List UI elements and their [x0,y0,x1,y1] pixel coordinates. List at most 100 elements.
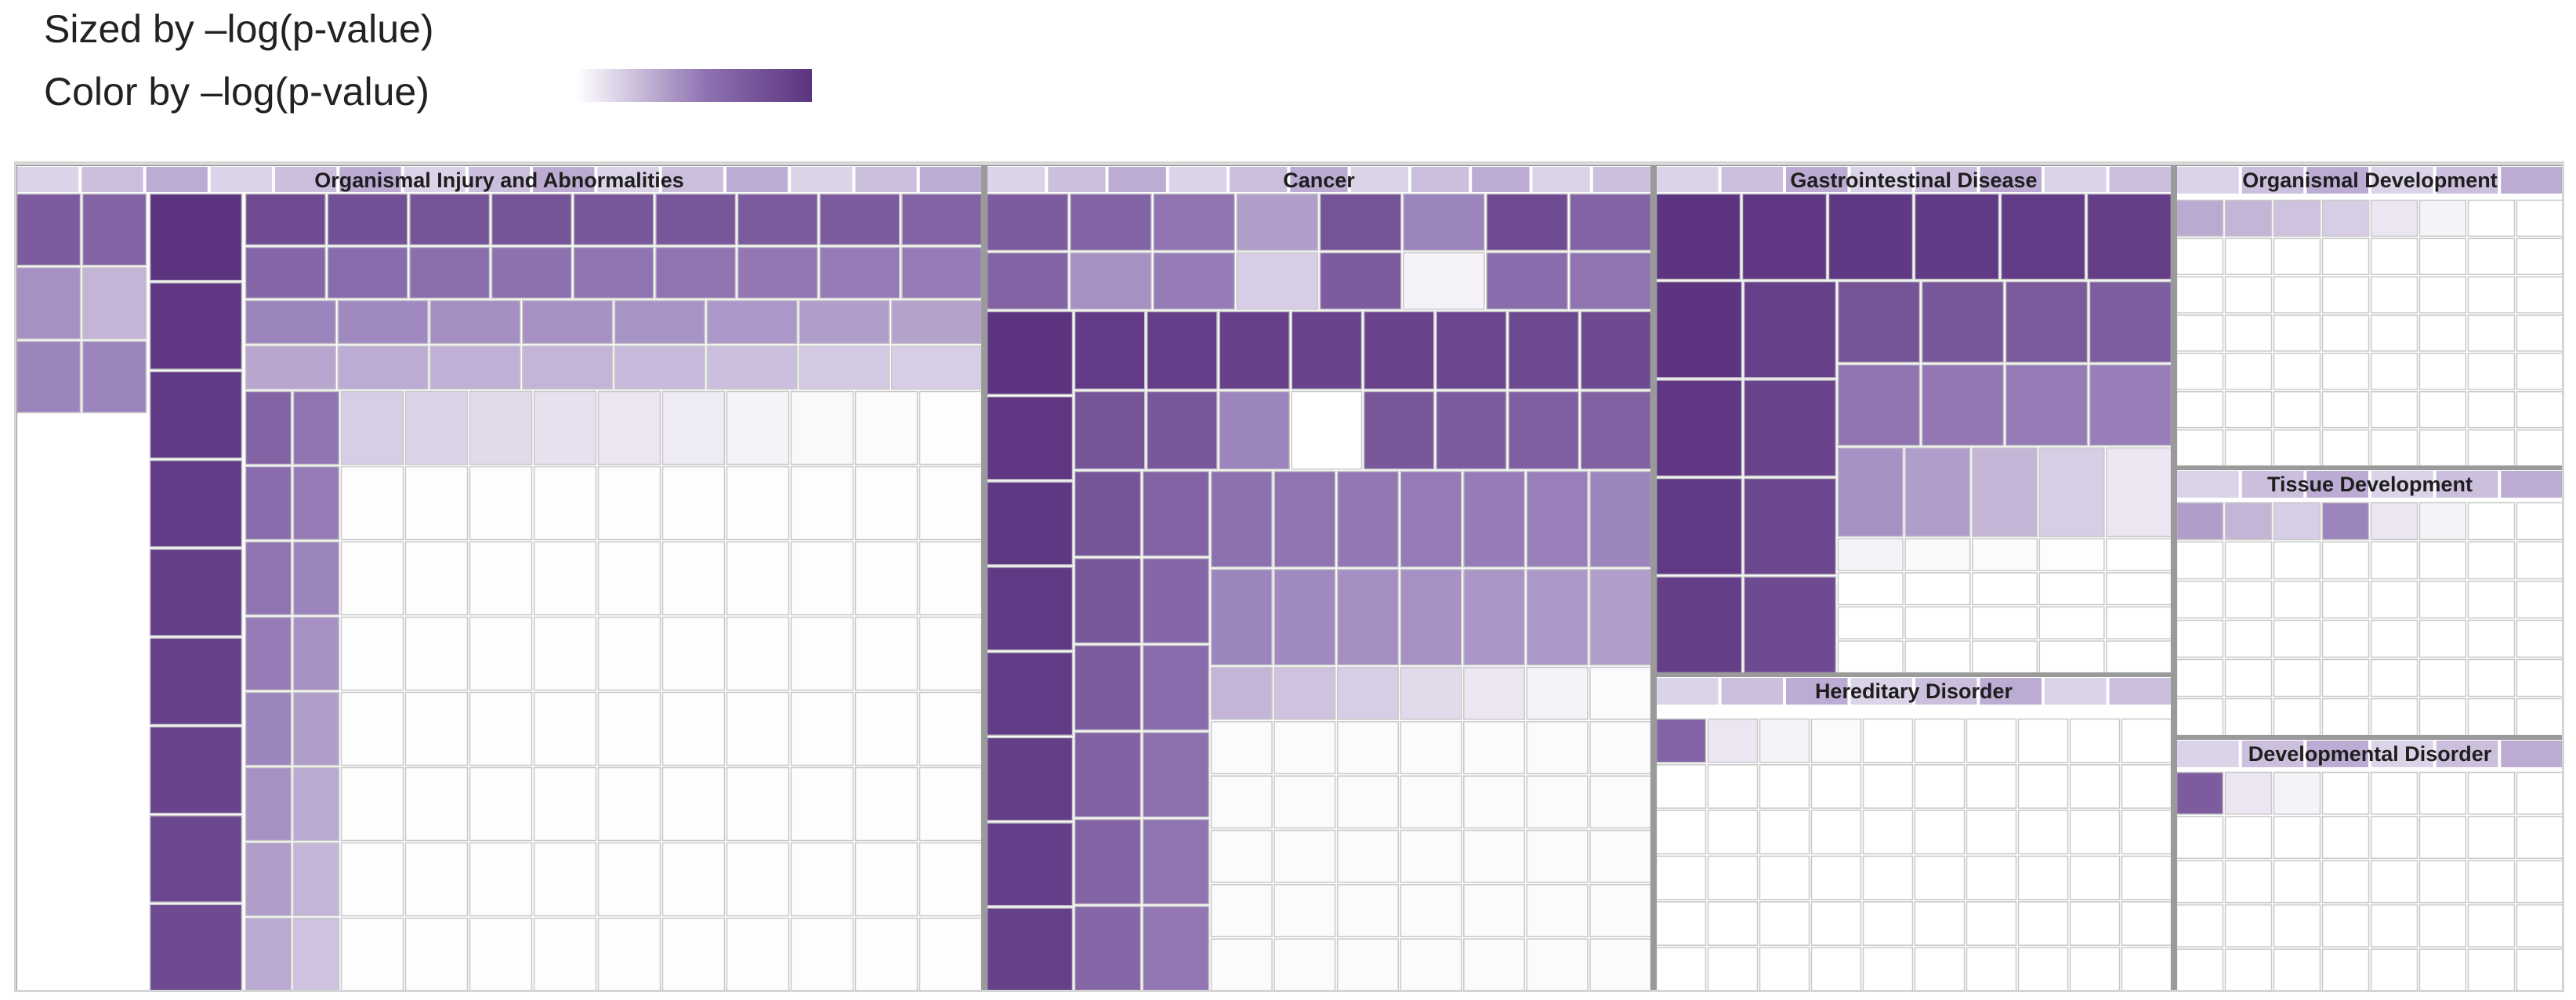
gastrointestinal-disease-tile [2106,538,2172,571]
organismal-injury-and-abnormalities-header-cell [596,165,661,194]
organismal-injury-and-abnormalities-tile [614,299,705,345]
hereditary-disorder-tile [1914,947,1966,992]
hereditary-disorder-tile [1810,855,1862,900]
organismal-injury-and-abnormalities-tile [726,466,790,541]
cancer-tile [1569,252,1652,310]
developmental-disorder-tile [2321,771,2370,815]
developmental-disorder-tile [2418,904,2467,947]
organismal-injury-and-abnormalities-tile [533,766,597,842]
gastrointestinal-disease-tile [1971,572,2038,606]
cancer-tile [1363,390,1435,470]
gastrointestinal-disease-tile [1971,538,2038,571]
hereditary-disorder-tile [1655,764,1707,809]
hereditary-disorder-tile [1862,901,1914,946]
cancer-tile [1526,721,1589,774]
organismal-injury-and-abnormalities-header-cell [466,165,532,194]
organismal-injury-and-abnormalities-tile [327,193,408,246]
hereditary-disorder-tile [2017,764,2069,809]
gastrointestinal-disease-tile [2106,572,2172,606]
tissue-development-tile [2516,658,2564,697]
tissue-development-tile [2370,697,2418,737]
cancer-tile [1210,884,1273,937]
organismal-injury-and-abnormalities-tile [918,541,983,616]
cancer-tile [1336,884,1399,937]
organismal-development-tile [2321,314,2370,352]
gastrointestinal-disease-tile [1828,193,1914,281]
organismal-injury-and-abnormalities-tile [854,541,918,616]
tissue-development-tile [2370,502,2418,541]
cancer-tile [1463,829,1526,883]
hereditary-disorder-tile [2121,947,2172,992]
organismal-injury-and-abnormalities-tile [891,299,983,345]
hereditary-disorder-tile [1707,947,1759,992]
organismal-development-tile [2370,314,2418,352]
cancer-tile [1210,568,1273,666]
organismal-injury-and-abnormalities-tile [726,691,790,766]
gastrointestinal-disease-tile [1837,364,1921,447]
organismal-development-tile [2370,353,2418,390]
cancer-tile [1400,470,1462,568]
organismal-injury-and-abnormalities-tile [726,541,790,616]
organismal-injury-and-abnormalities-tile [337,345,429,390]
hereditary-disorder-tile [1966,810,2017,855]
gastrointestinal-disease-tile [1904,640,1971,674]
hereditary-disorder-tile [1966,718,2017,763]
organismal-injury-and-abnormalities-tile [597,766,661,842]
cancer-tile [1508,310,1579,390]
organismal-injury-and-abnormalities-tile [292,691,340,766]
organismal-development-tile [2516,276,2564,313]
organismal-injury-and-abnormalities-tile [469,616,533,691]
hereditary-disorder-tile [1914,764,1966,809]
organismal-injury-and-abnormalities-header-cell [724,165,790,194]
cancer-header-cell [1107,165,1168,194]
organismal-injury-and-abnormalities-tile [737,193,818,246]
hereditary-disorder-tile [2017,718,2069,763]
gastrointestinal-disease-tile [1837,447,1904,538]
gastrointestinal-disease-header-cell [1655,165,1720,194]
cancer-tile [1210,666,1273,720]
gastrointestinal-disease-tile [2038,447,2105,538]
developmental-disorder-header-cell [2305,739,2370,769]
cancer-tile [1526,829,1589,883]
cancer-tile [1074,905,1142,992]
organismal-injury-and-abnormalities-tile [469,541,533,616]
organismal-injury-and-abnormalities-tile [918,466,983,541]
hereditary-disorder-tile [2069,901,2121,946]
hereditary-disorder-tile [2121,718,2172,763]
gastrointestinal-disease-label: Gastrointestinal Disease [1790,168,2037,192]
tissue-development-tile [2224,697,2273,737]
hereditary-disorder-tile [1914,901,1966,946]
organismal-injury-and-abnormalities-tile [790,466,854,541]
tissue-development-tile [2224,658,2273,697]
organismal-injury-and-abnormalities-tile [149,371,243,459]
cancer-tile [1486,193,1568,252]
hereditary-disorder-tile [1759,810,1810,855]
organismal-development-tile [2176,237,2224,275]
hereditary-disorder-tile [1966,947,2017,992]
organismal-injury-and-abnormalities-tile [491,193,572,246]
cancer-tile [1400,721,1462,774]
gastrointestinal-disease-tile [1743,281,1837,379]
developmental-disorder-tile [2273,771,2321,815]
cancer-tile [1336,666,1399,720]
organismal-development-tile [2467,429,2516,467]
cancer-header-cell [1531,165,1592,194]
organismal-injury-and-abnormalities-tile [597,541,661,616]
organismal-development-tile [2467,199,2516,237]
organismal-injury-and-abnormalities-tile [726,917,790,992]
gastrointestinal-disease-header-cell [1978,165,2043,194]
organismal-injury-and-abnormalities-tile [245,691,292,766]
hereditary-disorder-tile [1862,947,1914,992]
cancer-tile [1274,470,1336,568]
developmental-disorder-tile [2467,904,2516,947]
organismal-injury-and-abnormalities-tile [790,842,854,917]
cancer-tile [1580,390,1652,470]
tissue-development-tile [2467,658,2516,697]
gastrointestinal-disease-tile [1904,447,1971,538]
tissue-development-header-cell [2499,469,2564,499]
cancer-tile [1336,470,1399,568]
organismal-injury-and-abnormalities-tile [469,917,533,992]
developmental-disorder-tile [2516,816,2564,860]
developmental-disorder-tile [2176,771,2224,815]
organismal-injury-and-abnormalities-tile [661,842,726,917]
